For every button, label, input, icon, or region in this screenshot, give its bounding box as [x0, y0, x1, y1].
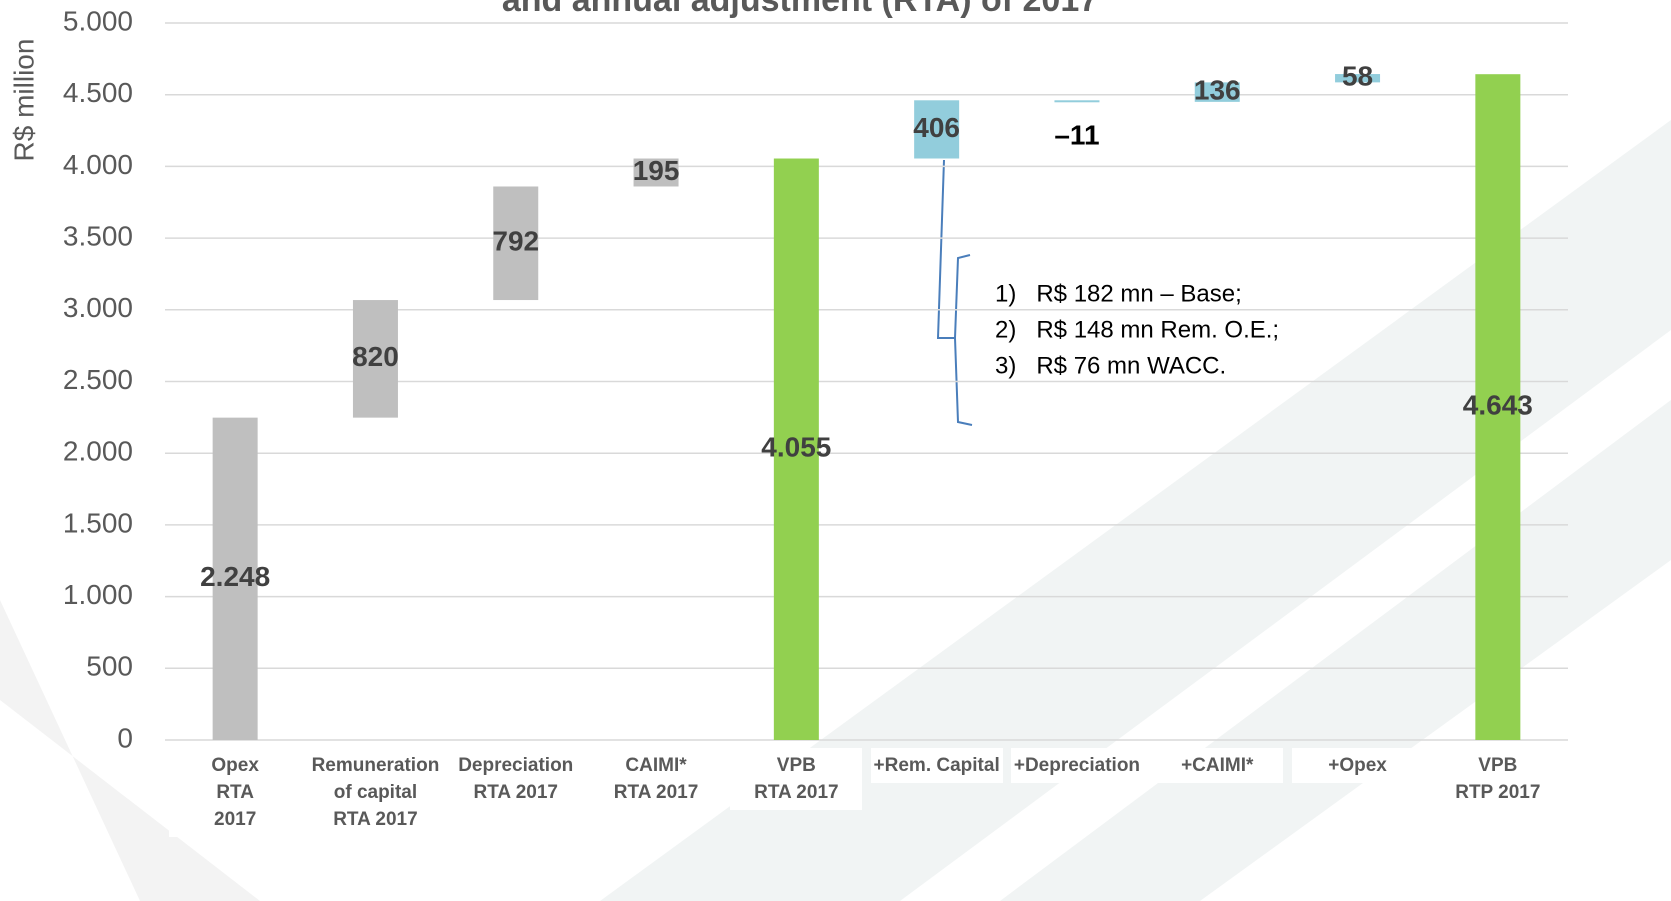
y-tick-label: 500	[86, 651, 133, 682]
bar	[1194, 82, 1240, 102]
y-axis-label: R$ million	[8, 39, 39, 162]
x-tick-label: CAIMI* RTA 2017	[590, 748, 723, 810]
value-label: –11	[1054, 119, 1099, 150]
value-label: 58	[1342, 61, 1373, 92]
y-tick-label: 2.000	[63, 436, 133, 467]
value-label: 136	[1194, 75, 1241, 106]
y-tick-label: 1.000	[63, 579, 133, 610]
value-label: 820	[352, 341, 399, 372]
bar	[1335, 74, 1381, 83]
y-tick-label: 0	[117, 722, 133, 753]
y-tick-label: 3.000	[63, 292, 133, 323]
value-label: 406	[913, 112, 960, 143]
bar	[352, 300, 398, 418]
value-label: 792	[492, 226, 539, 257]
value-label: 2.248	[200, 561, 270, 592]
value-label: 4.055	[761, 432, 831, 463]
y-tick-label: 3.500	[63, 220, 133, 251]
x-tick-label: Remuneration of capital RTA 2017	[309, 748, 442, 837]
bar	[773, 158, 819, 740]
x-tick-label: Depreciation RTA 2017	[449, 748, 582, 810]
value-label: 4.643	[1463, 389, 1533, 420]
x-tick-label: +Opex	[1291, 748, 1424, 783]
annotation: 1) R$ 182 mn – Base;	[995, 280, 1242, 307]
bar	[1475, 74, 1521, 741]
bar	[914, 100, 960, 159]
value-label: 195	[633, 155, 680, 186]
x-tick-label: Opex RTA 2017	[169, 748, 302, 837]
x-tick-label: VPB RTP 2017	[1431, 748, 1564, 810]
bar	[493, 186, 539, 301]
bar	[212, 417, 258, 740]
y-tick-label: 2.500	[63, 364, 133, 395]
annotation-list: 1) R$ 182 mn – Base; 2) R$ 148 mn Rem. O.…	[995, 280, 1279, 379]
x-tick-label: +Rem. Capital	[870, 748, 1003, 783]
annotation: 3) R$ 76 mn WACC.	[995, 352, 1226, 379]
x-tick-label: +CAIMI*	[1151, 748, 1284, 783]
y-tick-label: 1.500	[63, 507, 133, 538]
y-tick-label: 5.000	[63, 5, 133, 36]
x-tick-label: +Depreciation	[1010, 748, 1143, 783]
brace	[936, 159, 973, 426]
y-tick-label: 4.000	[63, 149, 133, 180]
bar	[1054, 100, 1100, 103]
y-tick-label: 4.500	[63, 77, 133, 108]
bar	[633, 158, 679, 187]
chart-title: and annual adjustment (RTA) of 2017	[502, 0, 1098, 19]
annotation: 2) R$ 148 mn Rem. O.E.;	[995, 316, 1279, 343]
x-tick-label: VPB RTA 2017	[730, 748, 863, 810]
